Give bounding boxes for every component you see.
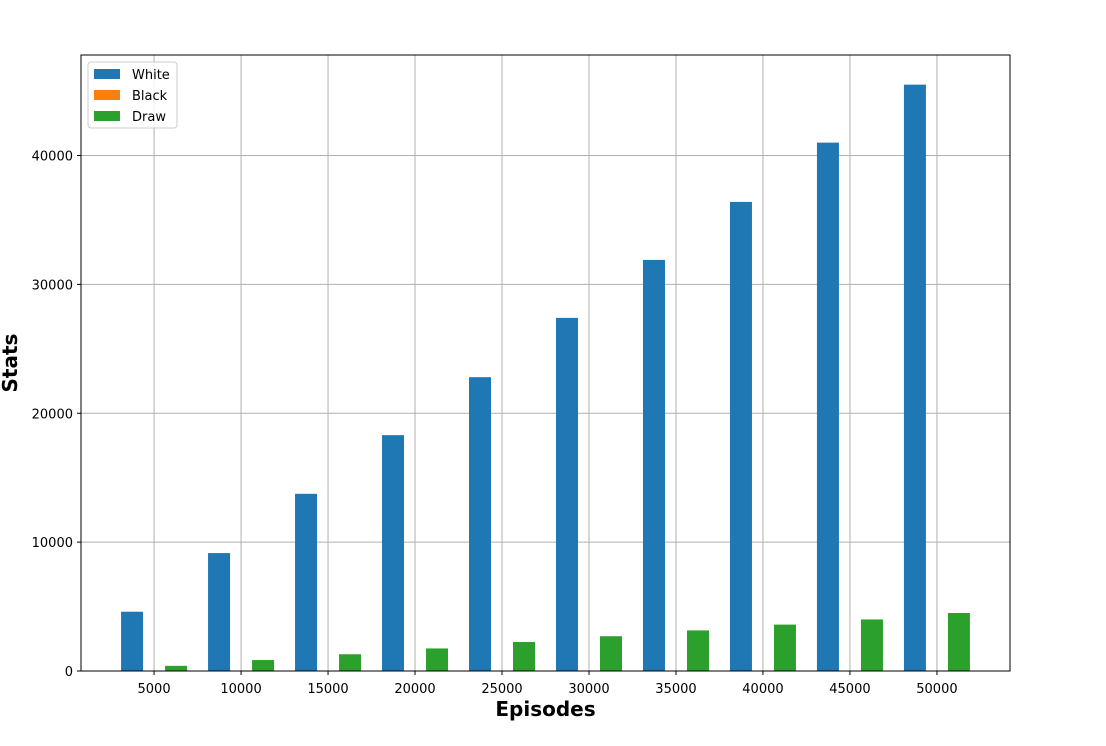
x-tick-label: 5000 bbox=[138, 682, 171, 697]
bar-white bbox=[555, 317, 578, 671]
y-tick-label: 0 bbox=[65, 665, 73, 680]
bar-white bbox=[469, 377, 492, 671]
plot-frame bbox=[80, 54, 1011, 672]
legend: White Black Draw bbox=[87, 61, 178, 129]
bar-draw bbox=[599, 636, 622, 671]
bar-white bbox=[208, 553, 231, 671]
x-tick-label: 25000 bbox=[481, 682, 522, 697]
x-tick-label: 35000 bbox=[655, 682, 696, 697]
x-tick-label: 40000 bbox=[742, 682, 783, 697]
x-axis-title: Episodes bbox=[495, 697, 595, 721]
x-tick-label: 10000 bbox=[220, 682, 261, 697]
bar-white bbox=[382, 435, 405, 671]
bar-draw bbox=[686, 630, 709, 671]
y-tick-label: 20000 bbox=[32, 407, 73, 422]
legend-label-draw: Draw bbox=[132, 110, 166, 125]
legend-swatch-black bbox=[94, 90, 120, 100]
bar-draw bbox=[513, 642, 536, 671]
bar-draw bbox=[426, 648, 449, 671]
y-axis-title: Stats bbox=[0, 334, 22, 393]
bar-white bbox=[295, 493, 318, 671]
y-tick-label: 40000 bbox=[32, 150, 73, 165]
x-tick-label: 20000 bbox=[394, 682, 435, 697]
x-tick-label: 30000 bbox=[568, 682, 609, 697]
bar-white bbox=[816, 142, 839, 671]
grid bbox=[81, 55, 1010, 671]
bar-white bbox=[121, 611, 144, 671]
bar-draw bbox=[860, 619, 883, 671]
legend-swatch-draw bbox=[94, 111, 120, 121]
legend-label-white: White bbox=[132, 68, 170, 83]
legend-label-black: Black bbox=[132, 89, 168, 104]
bar-draw bbox=[252, 660, 275, 671]
bar-draw bbox=[773, 624, 796, 671]
y-tick-label: 10000 bbox=[32, 536, 73, 551]
x-tick-label: 50000 bbox=[916, 682, 957, 697]
bar-draw bbox=[165, 665, 188, 671]
bar-white bbox=[642, 259, 665, 671]
x-tick-label: 15000 bbox=[307, 682, 348, 697]
y-tick-label: 30000 bbox=[32, 278, 73, 293]
bar-white bbox=[729, 201, 752, 671]
bars bbox=[121, 84, 970, 672]
legend-swatch-white bbox=[94, 69, 120, 79]
bar-white bbox=[903, 84, 926, 672]
bar-draw bbox=[947, 613, 970, 671]
x-axis: 5000 10000 15000 20000 25000 30000 35000 40000 4… bbox=[138, 671, 958, 697]
x-tick-label: 45000 bbox=[829, 682, 870, 697]
bar-draw bbox=[339, 654, 362, 671]
y-axis: 0 10000 20000 30000 40000 bbox=[32, 150, 81, 680]
